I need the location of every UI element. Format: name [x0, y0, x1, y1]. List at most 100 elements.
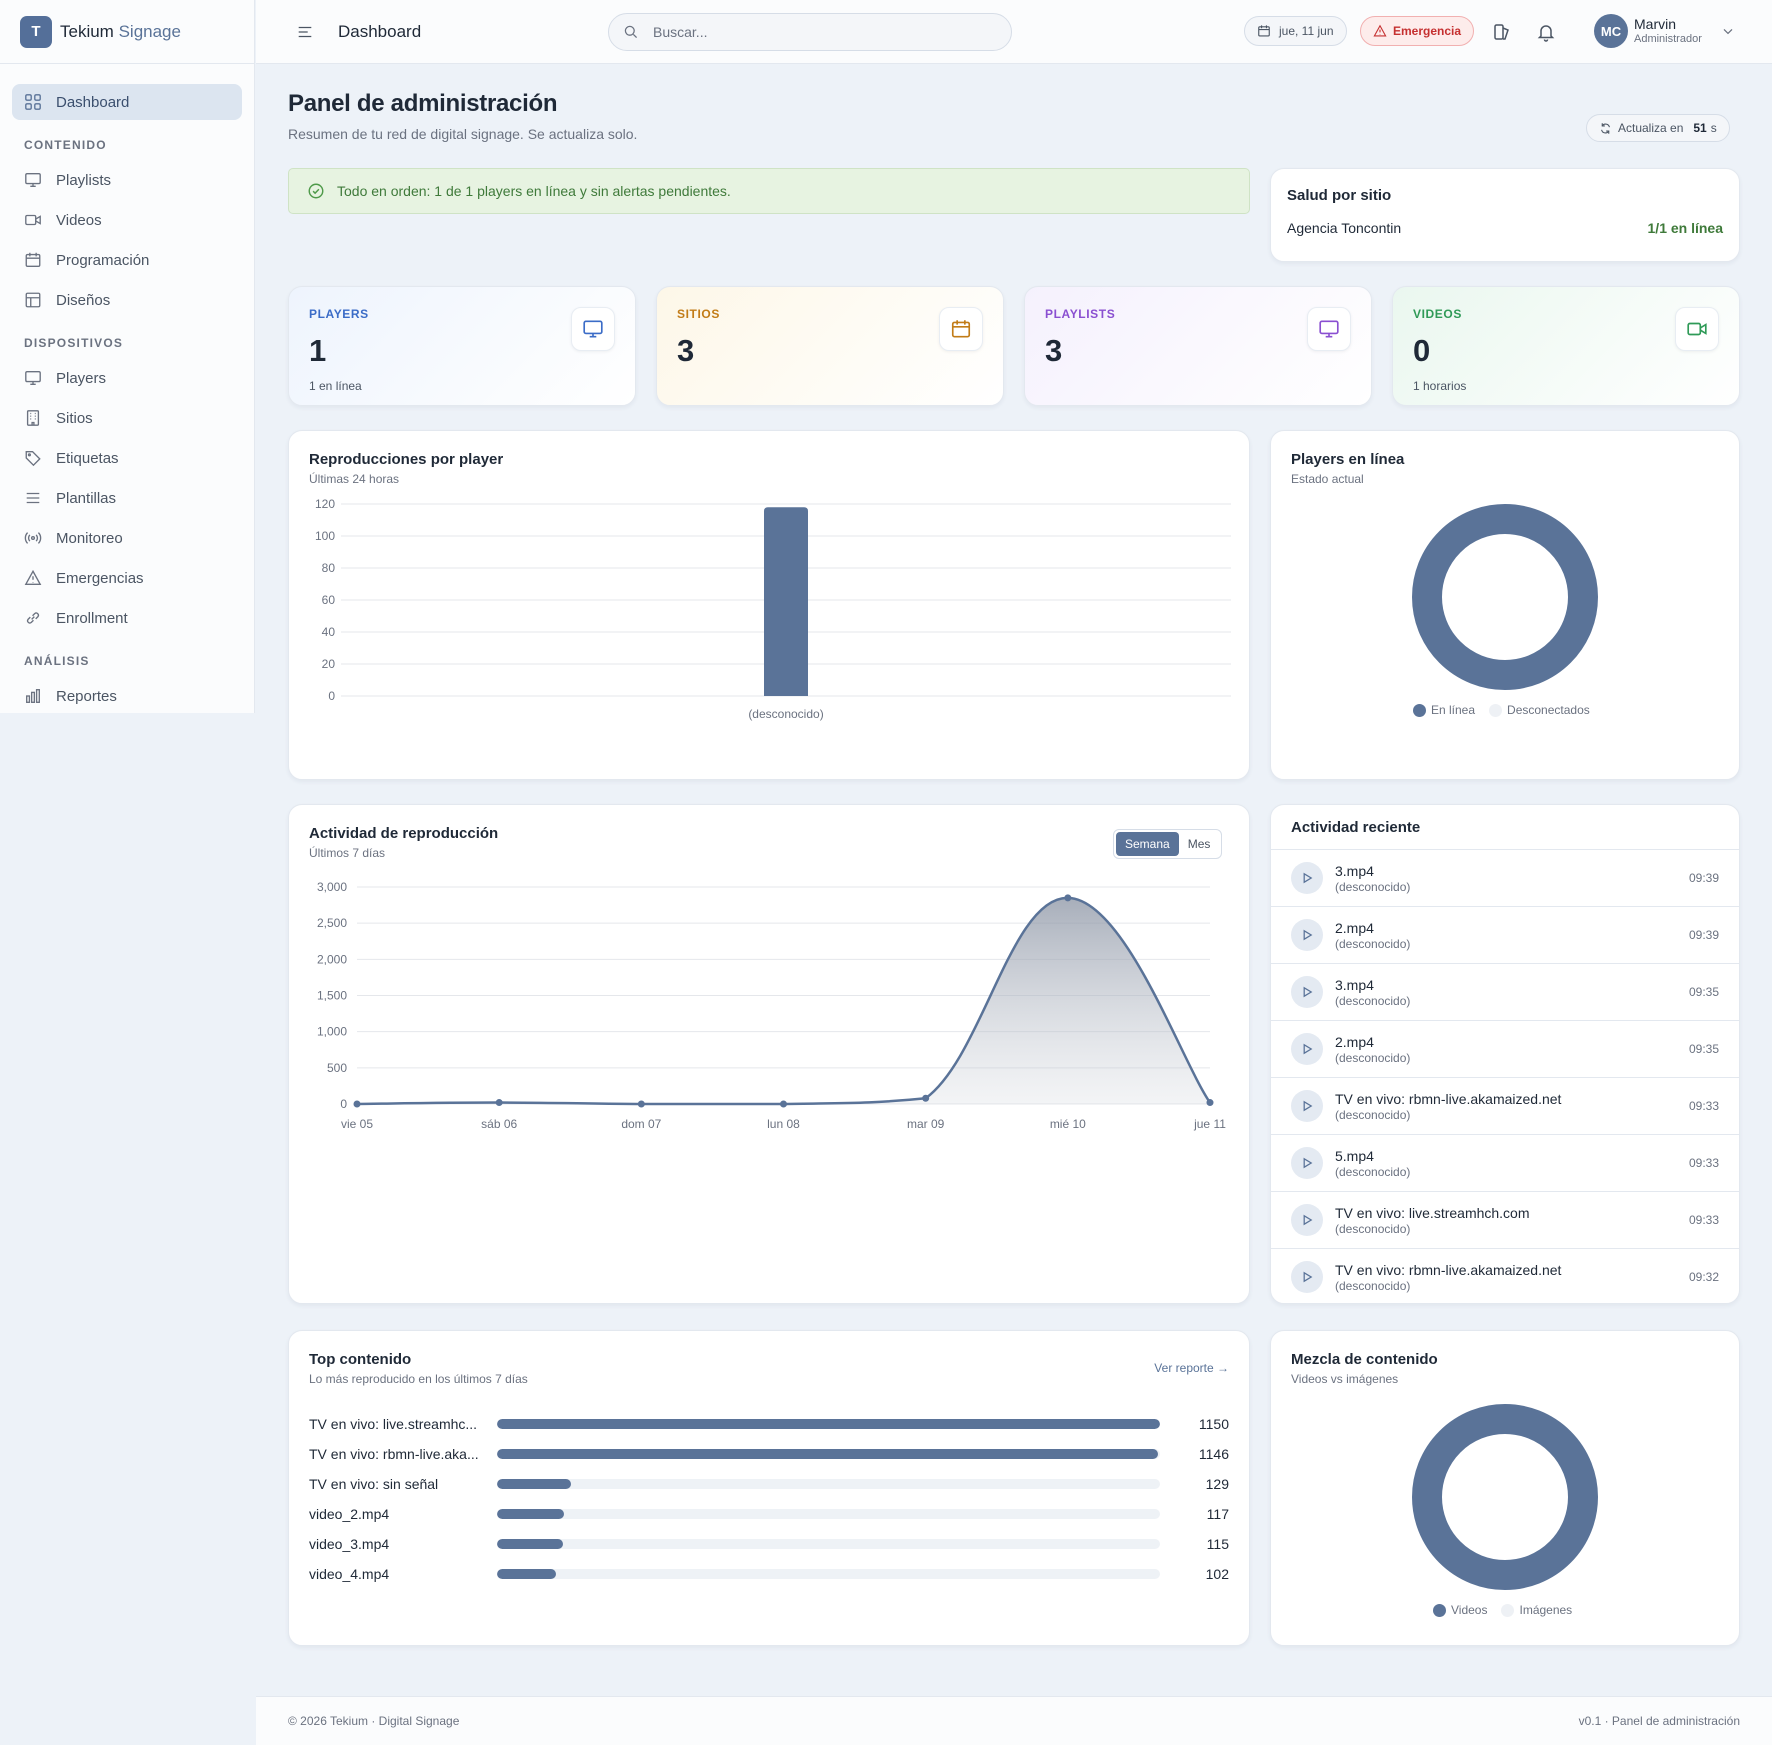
legend-swatch-offline — [1489, 703, 1503, 717]
activity-subtitle: (desconocido) — [1335, 879, 1411, 894]
stat-card-videos[interactable]: VIDEOS 0 1 horarios — [1392, 286, 1740, 406]
sidebar-item-sitios[interactable]: Sitios — [12, 400, 242, 436]
stat-footnote: 1 en línea — [309, 379, 362, 393]
stat-value: 0 — [1413, 333, 1431, 368]
sidebar-item-etiquetas[interactable]: Etiquetas — [12, 440, 242, 476]
user-menu[interactable]: MC Marvin Administrador — [1594, 14, 1736, 48]
content-name: TV en vivo: sin señal — [309, 1476, 439, 1492]
activity-item[interactable]: 3.mp4 (desconocido) 09:35 — [1271, 963, 1739, 1020]
toggle-week[interactable]: Semana — [1116, 832, 1179, 856]
search-input[interactable] — [653, 24, 983, 40]
view-report-link[interactable]: Ver reporte → — [1154, 1361, 1229, 1375]
sidebar-item-disenos[interactable]: Diseños — [12, 282, 242, 318]
play-icon — [1300, 871, 1314, 885]
refresh-indicator: Actualiza en 51 s — [1586, 114, 1730, 142]
plays-by-player-card: Reproducciones por player Últimas 24 hor… — [288, 430, 1250, 780]
activity-time: 09:33 — [1688, 1213, 1719, 1227]
stat-icon-box — [571, 307, 615, 351]
x-tick-label: mié 10 — [1050, 1117, 1086, 1131]
status-alert-text: Todo en orden: 1 de 1 players en línea y… — [337, 183, 731, 199]
count-bar — [497, 1479, 1160, 1489]
activity-item[interactable]: 5.mp4 (desconocido) 09:33 — [1271, 1134, 1739, 1191]
sidebar-item-reportes[interactable]: Reportes — [12, 678, 242, 714]
emergency-button[interactable]: Emergencia — [1360, 16, 1475, 46]
activity-subtitle: (desconocido) — [1335, 1221, 1411, 1236]
activity-item[interactable]: 3.mp4 (desconocido) 09:39 — [1271, 849, 1739, 906]
players-online-card: Players en línea Estado actual En línea … — [1270, 430, 1740, 780]
legend-label: Imágenes — [1519, 1603, 1573, 1617]
count-bar-fill — [497, 1479, 572, 1489]
bell-icon[interactable] — [1536, 22, 1556, 42]
y-tick-label: 2,000 — [317, 952, 347, 966]
play-icon-badge — [1291, 1033, 1323, 1065]
sidebar-item-monitoreo[interactable]: Monitoreo — [12, 520, 242, 556]
sidebar-item-videos[interactable]: Videos — [12, 202, 242, 238]
activity-item[interactable]: 2.mp4 (desconocido) 09:35 — [1271, 1020, 1739, 1077]
activity-item[interactable]: 2.mp4 (desconocido) 09:39 — [1271, 906, 1739, 963]
play-icon-badge — [1291, 1261, 1323, 1293]
stat-card-sitios[interactable]: SITIOS 3 — [656, 286, 1004, 406]
date-pill[interactable]: jue, 11 jun — [1244, 16, 1347, 46]
play-icon — [1300, 928, 1314, 942]
play-icon-badge — [1291, 919, 1323, 951]
sidebar-item-label: Etiquetas — [56, 449, 119, 467]
y-tick-label: 1,000 — [317, 1025, 347, 1039]
count-bar-fill — [497, 1509, 565, 1519]
sidebar-item-emergencias[interactable]: Emergencias — [12, 560, 242, 596]
legend-swatch-online — [1413, 703, 1426, 717]
sidebar-item-enrollment[interactable]: Enrollment — [12, 600, 242, 636]
sidebar-item-label: Dashboard — [56, 93, 130, 111]
chart-title: Reproducciones por player — [309, 451, 504, 468]
play-icon — [1300, 1042, 1314, 1056]
y-tick-label: 100 — [315, 529, 335, 543]
y-tick-label: 20 — [322, 657, 336, 671]
legend-swatch-videos — [1433, 1603, 1446, 1617]
content-count: 117 — [1206, 1506, 1229, 1522]
activity-time: 09:39 — [1688, 871, 1719, 885]
x-tick-label: sáb 06 — [481, 1117, 517, 1131]
status-alert: Todo en orden: 1 de 1 players en línea y… — [288, 168, 1250, 214]
footer-version: v0.1 · Panel de administración — [1578, 1714, 1740, 1728]
play-icon — [1300, 1270, 1314, 1284]
stat-value: 3 — [1045, 333, 1063, 368]
toggle-month[interactable]: Mes — [1187, 837, 1211, 851]
legend-swatch-images — [1501, 1603, 1515, 1617]
activity-title: 5.mp4 — [1335, 1147, 1374, 1164]
recent-activity-title: Actividad reciente — [1291, 819, 1421, 836]
chart-legend: Videos Imágenes — [1433, 1603, 1572, 1617]
content-name: video_2.mp4 — [309, 1506, 390, 1522]
sidebar-item-players[interactable]: Players — [12, 360, 242, 396]
top-content-card: Top contenido Lo más reproducido en los … — [288, 1330, 1250, 1646]
activity-item[interactable]: TV en vivo: rbmn-live.akamaized.net (desc… — [1271, 1248, 1739, 1303]
y-tick-label: 60 — [322, 593, 336, 607]
theme-icon[interactable] — [1492, 22, 1512, 42]
content-name: video_3.mp4 — [309, 1536, 390, 1552]
sidebar-item-programacion[interactable]: Programación — [12, 242, 242, 278]
players-online-donut — [1412, 504, 1598, 690]
sidebar-item-dashboard[interactable]: Dashboard — [12, 84, 242, 120]
top-content-header: Top contenido Lo más reproducido en los … — [309, 1351, 528, 1386]
content-name: TV en vivo: live.streamhc... — [309, 1416, 478, 1432]
sidebar-item-playlists[interactable]: Playlists — [12, 162, 242, 198]
activity-item[interactable]: TV en vivo: rbmn-live.akamaized.net (desc… — [1271, 1077, 1739, 1134]
stat-card-players[interactable]: PLAYERS 1 1 en línea — [288, 286, 636, 406]
sidebar-section-analisis: ANÁLISIS — [24, 654, 90, 668]
activity-title: 2.mp4 — [1335, 1033, 1374, 1050]
activity-time: 09:32 — [1688, 1270, 1719, 1284]
y-tick-label: 1,500 — [317, 989, 347, 1003]
chart-subtitle: Videos vs imágenes — [1291, 1372, 1399, 1386]
activity-item[interactable]: TV en vivo: live.streamhch.com (desconoci… — [1271, 1191, 1739, 1248]
brand-name-accent: Signage — [118, 21, 181, 41]
play-icon — [1300, 985, 1314, 999]
stat-footnote: 1 horarios — [1413, 379, 1467, 393]
menu-icon[interactable] — [296, 23, 314, 41]
search-box[interactable] — [608, 13, 1012, 51]
stat-card-playlists[interactable]: PLAYLISTS 3 — [1024, 286, 1372, 406]
tag-icon — [24, 449, 42, 467]
sidebar-item-plantillas[interactable]: Plantillas — [12, 480, 242, 516]
sidebar-item-label: Reportes — [56, 687, 117, 705]
play-icon-badge — [1291, 862, 1323, 894]
stat-label: SITIOS — [677, 307, 720, 321]
legend-label: Videos — [1451, 1603, 1488, 1617]
y-tick-label: 0 — [340, 1097, 347, 1111]
